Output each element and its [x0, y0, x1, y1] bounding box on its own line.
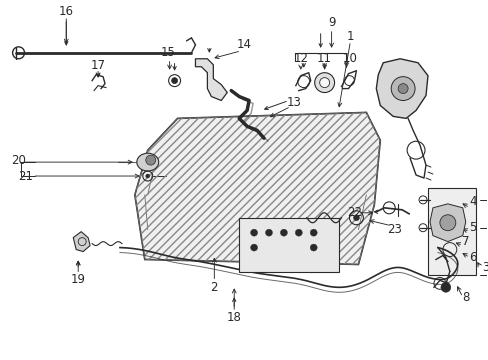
- Circle shape: [280, 229, 287, 236]
- Polygon shape: [195, 59, 227, 100]
- Text: 4: 4: [468, 195, 475, 208]
- Circle shape: [145, 155, 155, 165]
- Text: 14: 14: [236, 39, 251, 51]
- Text: 5: 5: [468, 221, 475, 234]
- Polygon shape: [376, 59, 427, 118]
- Circle shape: [353, 215, 359, 221]
- Text: 20: 20: [11, 154, 26, 167]
- Text: 19: 19: [71, 273, 85, 286]
- Bar: [427, 188, 475, 275]
- Polygon shape: [429, 204, 465, 242]
- Circle shape: [171, 78, 177, 84]
- Text: 6: 6: [468, 251, 475, 264]
- Circle shape: [250, 244, 257, 251]
- Circle shape: [145, 174, 149, 178]
- Text: 22: 22: [346, 206, 361, 219]
- Text: 12: 12: [293, 52, 307, 65]
- Text: 17: 17: [90, 59, 105, 72]
- Text: 8: 8: [461, 291, 468, 304]
- Ellipse shape: [137, 153, 159, 171]
- Circle shape: [265, 229, 272, 236]
- Text: 1: 1: [346, 30, 353, 44]
- Circle shape: [309, 244, 317, 251]
- Circle shape: [439, 215, 455, 231]
- Circle shape: [314, 73, 334, 93]
- Text: 13: 13: [286, 96, 301, 109]
- Text: 16: 16: [59, 5, 74, 18]
- Circle shape: [295, 229, 302, 236]
- Circle shape: [250, 229, 257, 236]
- Circle shape: [319, 78, 329, 87]
- Text: 3: 3: [481, 261, 488, 274]
- Bar: [239, 218, 338, 273]
- Text: 2: 2: [210, 281, 218, 294]
- Polygon shape: [135, 112, 380, 265]
- Text: 15: 15: [160, 46, 175, 59]
- Circle shape: [397, 84, 407, 94]
- Text: 18: 18: [226, 311, 241, 324]
- Text: 23: 23: [386, 223, 401, 236]
- Circle shape: [390, 77, 414, 100]
- Circle shape: [440, 282, 450, 292]
- Circle shape: [309, 229, 317, 236]
- Text: 21: 21: [18, 170, 33, 183]
- Text: 11: 11: [317, 52, 331, 65]
- Text: 7: 7: [461, 235, 468, 248]
- Polygon shape: [73, 232, 90, 252]
- Text: 10: 10: [343, 52, 357, 65]
- Text: 9: 9: [327, 17, 335, 30]
